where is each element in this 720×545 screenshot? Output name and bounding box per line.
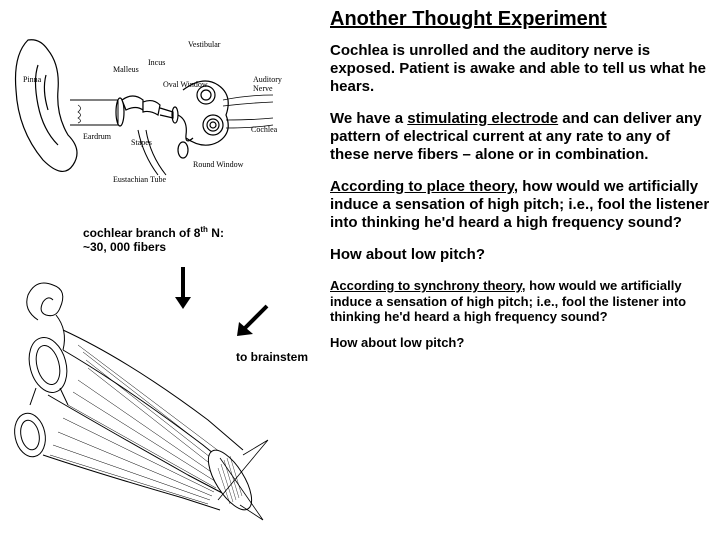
paragraph-low-pitch-2: How about low pitch? bbox=[330, 335, 712, 351]
label-malleus: Malleus bbox=[113, 65, 139, 74]
label-auditory: Auditory Nerve bbox=[253, 75, 298, 93]
left-column: Pinna Malleus Incus Vestibular Auditory … bbox=[8, 20, 318, 190]
label-stapes: Stapes bbox=[131, 138, 152, 147]
label-eustachian: Eustachian Tube bbox=[113, 175, 166, 184]
right-column: Cochlea is unrolled and the auditory ner… bbox=[330, 42, 712, 360]
label-incus: Incus bbox=[148, 58, 165, 67]
label-oval: Oval Window bbox=[163, 80, 208, 89]
label-eardrum: Eardrum bbox=[83, 132, 111, 141]
label-pinna: Pinna bbox=[23, 75, 41, 84]
slide-title: Another Thought Experiment bbox=[330, 8, 607, 31]
paragraph-place-theory: According to place theory, how would we … bbox=[330, 178, 712, 232]
paragraph-intro: Cochlea is unrolled and the auditory ner… bbox=[330, 42, 712, 96]
paragraph-electrode: We have a stimulating electrode and can … bbox=[330, 110, 712, 164]
cochlea-unrolled-diagram bbox=[8, 260, 278, 530]
label-round: Round Window bbox=[193, 160, 243, 169]
ear-anatomy-diagram: Pinna Malleus Incus Vestibular Auditory … bbox=[8, 20, 298, 190]
cochlear-nerve-label: cochlear branch of 8th N: ~30, 000 fiber… bbox=[83, 225, 224, 255]
label-vestibular: Vestibular bbox=[188, 40, 220, 49]
label-cochlea: Cochlea bbox=[251, 125, 277, 134]
paragraph-low-pitch-1: How about low pitch? bbox=[330, 246, 712, 264]
paragraph-synchrony-theory: According to synchrony theory, how would… bbox=[330, 278, 712, 325]
